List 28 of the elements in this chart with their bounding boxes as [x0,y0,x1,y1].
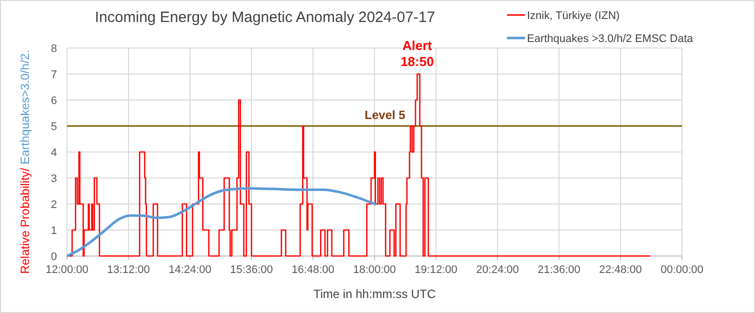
x-tick-label: 22:48:00 [599,264,642,276]
chart-title: Incoming Energy by Magnetic Anomaly 2024-07-17 [94,9,436,26]
x-tick-label: 14:24:00 [168,264,212,276]
ref-line-label: Level 5 [364,108,406,122]
x-tick-label: 19:12:00 [414,264,458,276]
y-axis-title: Relative Probability/ Earthquakes>3.0/h/2. [18,50,32,274]
annotation: Alert 18:50 [400,38,434,69]
legend-label: Earthquakes >3.0/h/2 EMSC Data [527,33,694,45]
x-tick-label: 21:36:00 [538,264,580,276]
y-tick-label: 8 [50,43,57,55]
x-tick-label: 18:00:00 [353,264,396,276]
x-tick-label: 00:00:00 [660,264,704,276]
y-tick-label: 3 [50,173,57,185]
y-tick-label: 6 [50,95,57,107]
y-tick-label: 4 [50,147,57,159]
y-tick-label: 0 [50,251,57,263]
y-tick-label: 2 [50,199,57,211]
x-tick-label: 13:12:00 [107,264,150,276]
x-tick-label: 15:36:00 [230,264,273,276]
x-tick-label: 12:00:00 [46,264,88,276]
y-tick-label: 7 [50,69,57,81]
line-series [66,187,378,258]
x-axis-title: Time in hh:mm:ss UTC [313,287,436,301]
x-tick-label: 16:48:00 [292,264,334,276]
y-tick-label: 1 [50,225,57,237]
legend-label: Iznik, Türkiye (IZN) [527,10,620,22]
y-tick-label: 5 [50,121,57,133]
x-tick-label: 20:24:00 [476,264,519,276]
